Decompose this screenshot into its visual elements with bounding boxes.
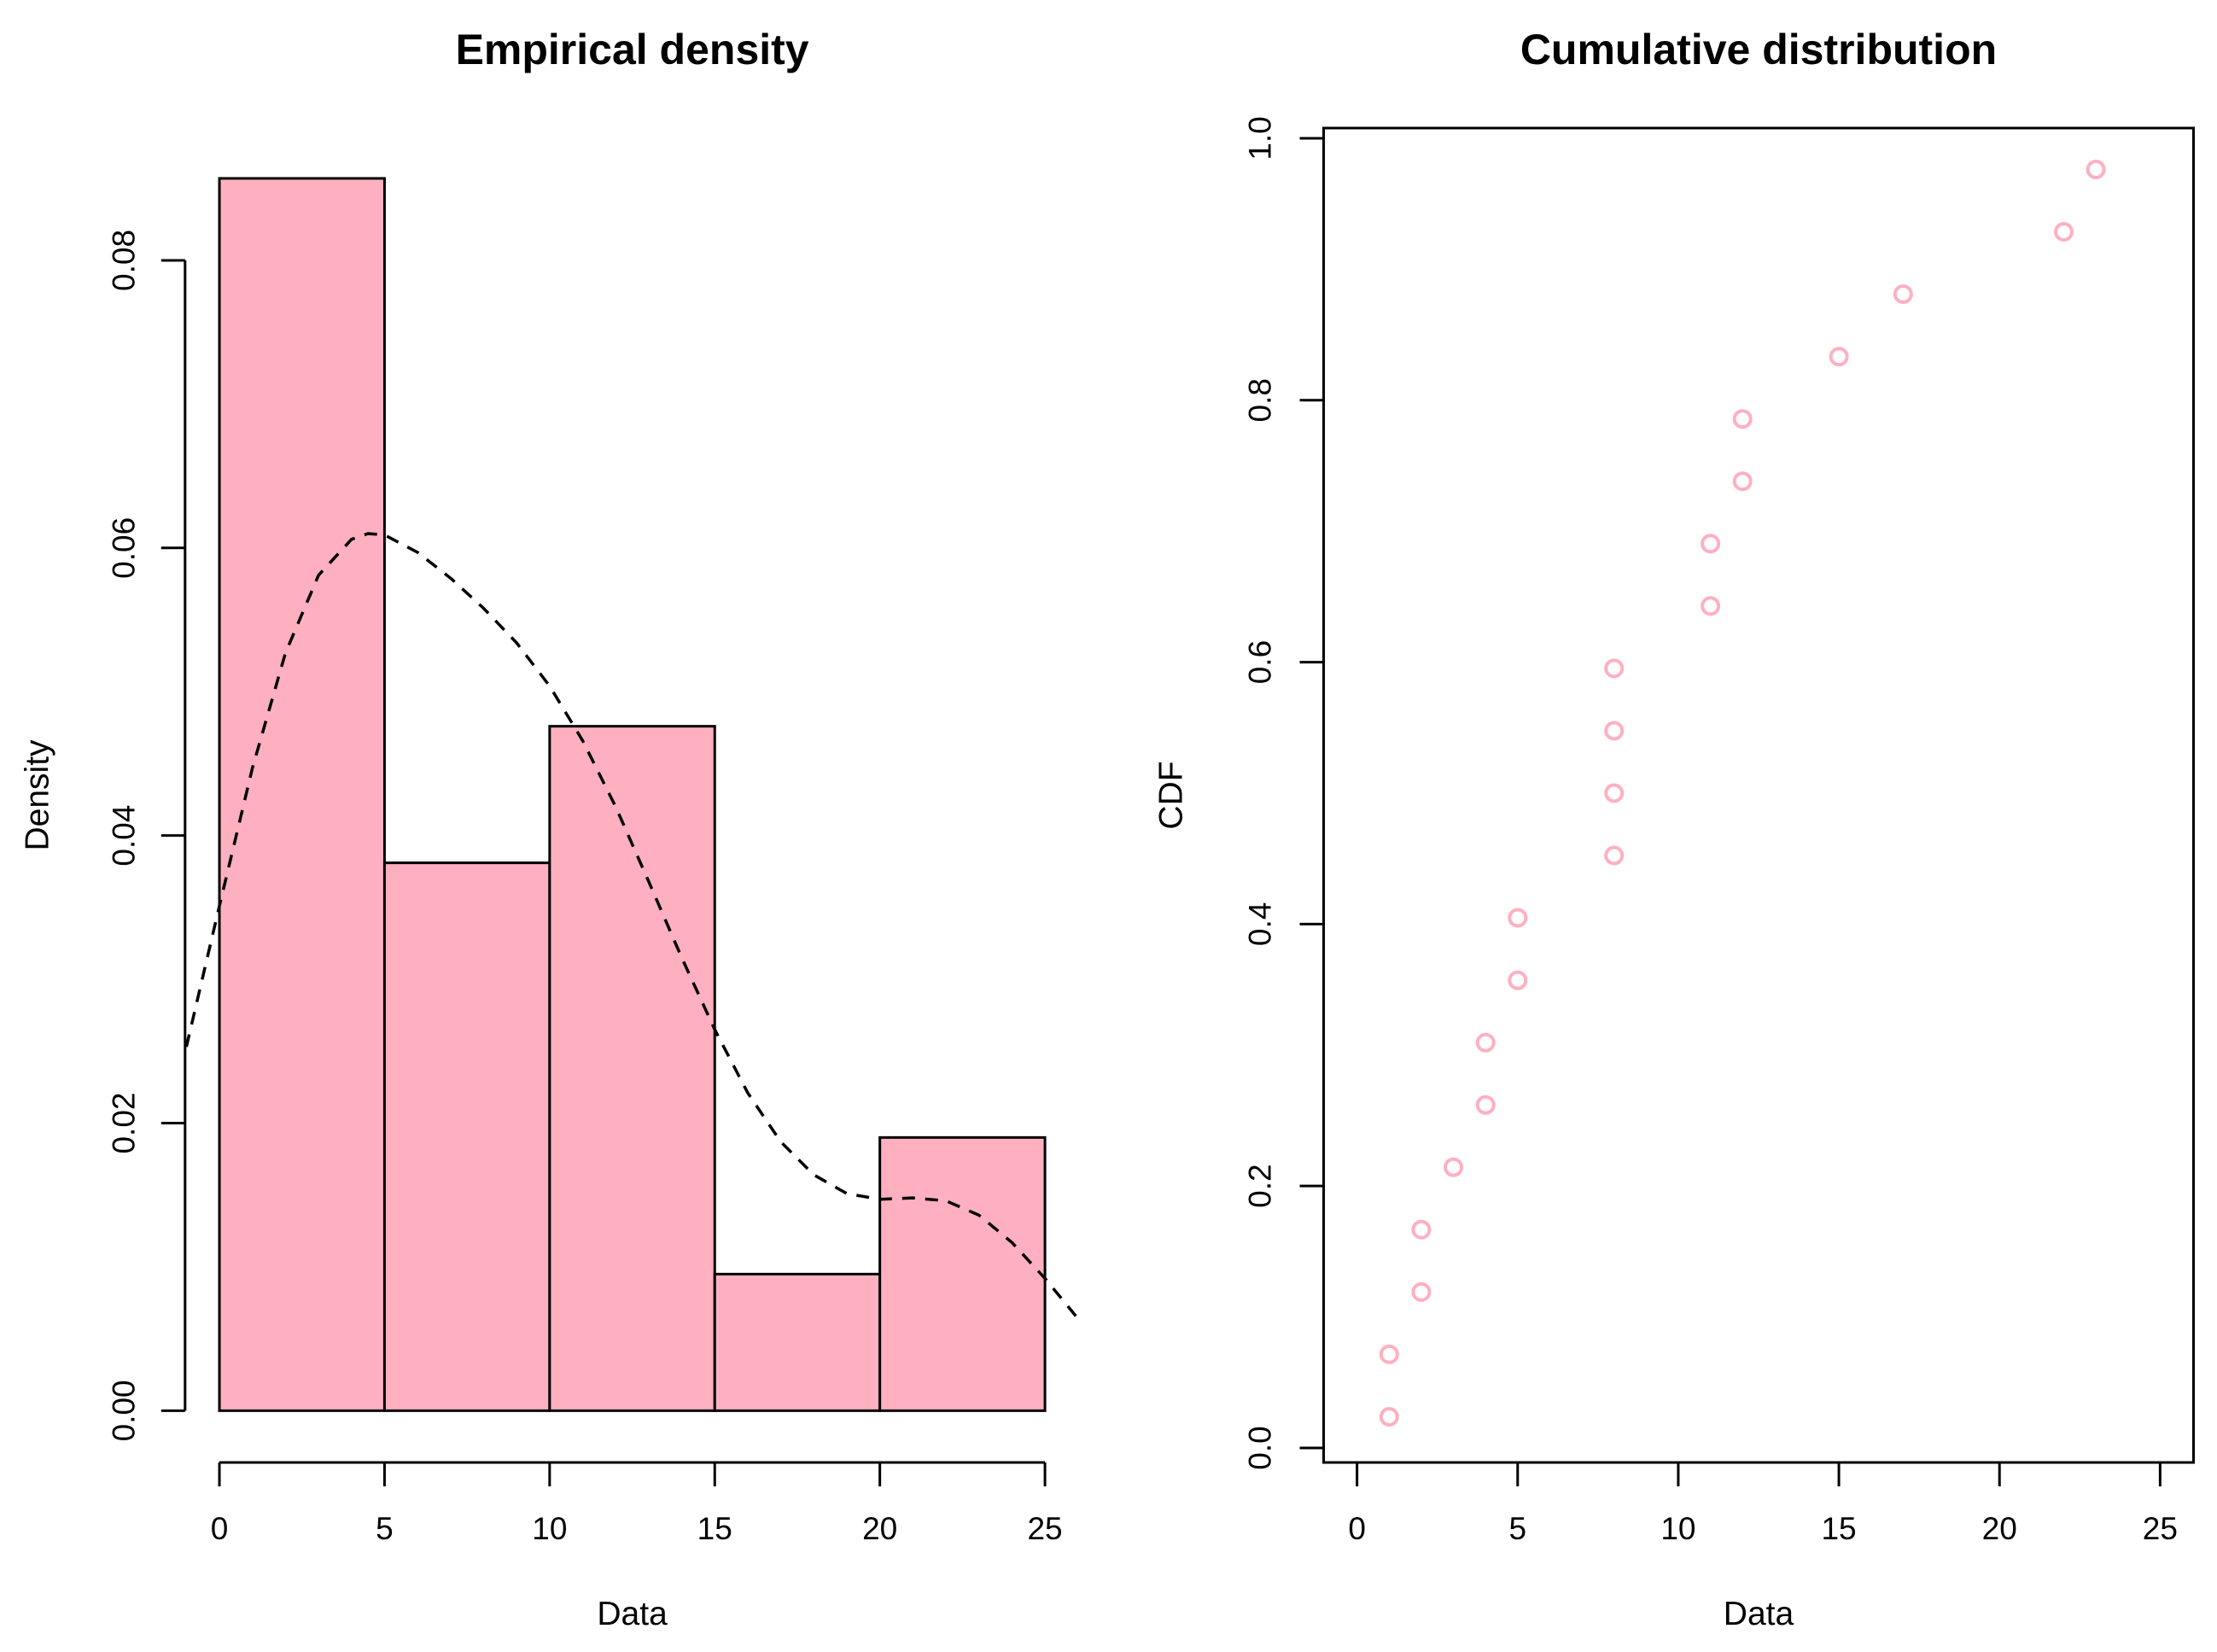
- y-tick-label: 0.8: [1243, 378, 1278, 422]
- y-tick-label: 1.0: [1243, 116, 1278, 160]
- y-axis-title: Density: [20, 739, 56, 851]
- ecdf-point: [1475, 1032, 1496, 1053]
- ecdf-point: [1379, 1344, 1399, 1364]
- ecdf-point: [2054, 222, 2074, 242]
- x-axis-title: Data: [597, 1596, 668, 1632]
- y-tick-label: 0.04: [107, 805, 142, 867]
- x-axis: [218, 1461, 1047, 1486]
- x-tick-label: 0: [211, 1511, 229, 1546]
- panel-title: Empirical density: [456, 26, 809, 73]
- y-tick-label: 0.6: [1243, 640, 1278, 684]
- ecdf-point: [1732, 409, 1753, 429]
- x-axis-title: Data: [1724, 1596, 1794, 1632]
- ecdf-point: [1411, 1281, 1432, 1302]
- ecdf-point: [1475, 1095, 1496, 1115]
- x-tick-label: 5: [1508, 1511, 1526, 1546]
- y-tick-label: 0.00: [107, 1380, 142, 1441]
- y-tick-label: 0.0: [1243, 1426, 1278, 1469]
- y-tick-label: 0.4: [1243, 902, 1278, 946]
- x-axis: [1356, 1461, 2162, 1486]
- ecdf-point: [1508, 908, 1528, 928]
- ecdf-point: [1604, 658, 1625, 679]
- empirical-density-panel: Empirical density Data Density 0 5 10 15 20 25 0.…: [20, 26, 1080, 1632]
- y-tick-label: 0.02: [107, 1093, 142, 1154]
- y-axis-title: CDF: [1153, 761, 1190, 829]
- ecdf-point: [1732, 471, 1753, 492]
- x-tick-label: 5: [376, 1511, 394, 1546]
- ecdf-point: [1508, 970, 1528, 990]
- x-tick-label: 0: [1348, 1511, 1366, 1546]
- ecdf-point: [1701, 596, 1721, 616]
- x-tick-label: 10: [1660, 1511, 1695, 1546]
- plot-box: [1322, 126, 2195, 1464]
- histogram-bars: [218, 177, 1047, 1412]
- x-tick-label: 20: [862, 1511, 897, 1546]
- x-tick-label: 25: [2143, 1511, 2178, 1546]
- histogram-bar: [382, 861, 551, 1412]
- x-tick-label: 15: [697, 1511, 732, 1546]
- ecdf-points: [1379, 160, 2106, 1427]
- panel-title: Cumulative distribution: [1520, 26, 1997, 73]
- ecdf-point: [2086, 160, 2106, 179]
- x-tick-label: 25: [1027, 1511, 1062, 1546]
- ecdf-point: [1411, 1219, 1432, 1240]
- ecdf-point: [1379, 1407, 1399, 1427]
- x-tick-label: 10: [532, 1511, 567, 1546]
- ecdf-point: [1893, 284, 1913, 304]
- histogram-bar: [548, 725, 716, 1412]
- histogram-bar: [713, 1272, 882, 1412]
- ecdf-point: [1701, 534, 1721, 554]
- x-tick-label: 20: [1982, 1511, 2017, 1546]
- histogram-bar: [218, 177, 386, 1412]
- ecdf-point: [1829, 347, 1849, 367]
- ecdf-point: [1604, 845, 1625, 866]
- y-tick-label: 0.2: [1243, 1164, 1278, 1207]
- ecdf-point: [1444, 1157, 1463, 1177]
- x-tick-label: 15: [1821, 1511, 1856, 1546]
- y-axis: [160, 259, 187, 1412]
- y-tick-label: 0.06: [107, 517, 142, 579]
- ecdf-point: [1604, 783, 1625, 803]
- y-tick-label: 0.08: [107, 230, 142, 291]
- ecdf-point: [1604, 721, 1625, 741]
- y-axis: [1299, 137, 1325, 1450]
- histogram-bar: [878, 1135, 1047, 1412]
- cumulative-distribution-panel: Cumulative distribution Data CDF 0 5 10 15 20 25…: [1153, 26, 2195, 1632]
